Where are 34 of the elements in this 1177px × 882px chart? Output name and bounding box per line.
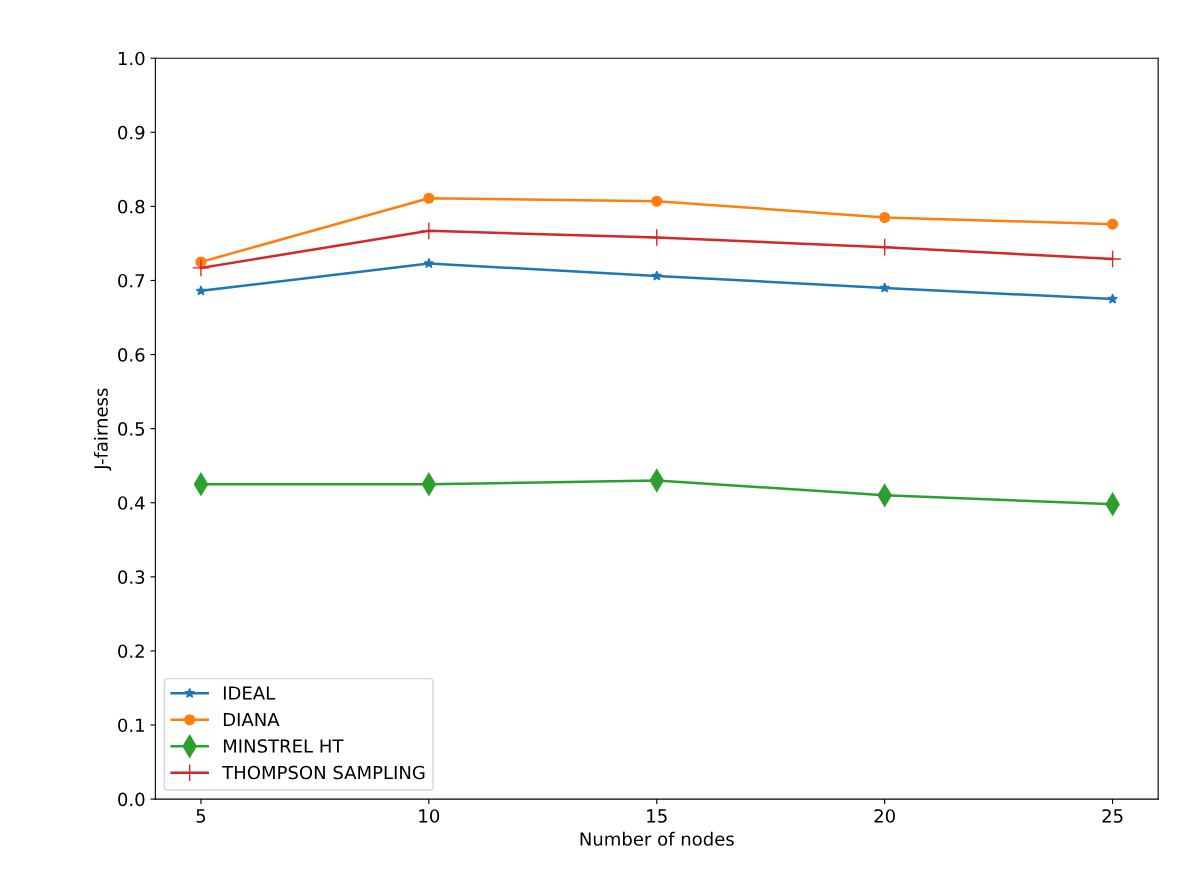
point [879,211,891,224]
y-tick-label: 0.3 [118,570,145,584]
y-tick-label: 0.4 [118,496,145,510]
point [647,228,666,247]
y-tick-label: 0.6 [118,348,145,362]
point [1107,293,1118,304]
y-tick-label: 0.1 [118,718,144,733]
point [1107,218,1119,230]
y-tick-label: 0.5 [118,422,145,436]
point [879,282,890,293]
point [423,192,435,204]
point [651,195,663,207]
legend-label: DIANA [223,712,280,727]
x-tick-label: 5 [196,809,206,823]
y-tick-label: 0.0 [118,792,145,807]
x-tick-label: 20 [874,809,895,823]
point [191,258,210,277]
y-tick-label: 1.0 [118,51,145,66]
point [651,270,663,281]
point [423,257,435,269]
legend-label: IDEAL [223,686,276,700]
y-tick-label: 0.9 [118,125,145,140]
y-tick-label: 0.7 [118,273,145,288]
y-tick-label: 0.2 [118,644,144,659]
y-axis-title: J-fairness [93,388,112,471]
x-tick-label: 15 [647,809,667,823]
point [1103,249,1122,269]
point [195,285,207,296]
x-tick-label: 10 [419,809,440,823]
legend-label: THOMPSON SAMPLING [222,765,425,780]
legend-label: MINSTREL HT [223,739,344,753]
x-tick-label: 25 [1102,809,1123,823]
y-tick-label: 0.8 [118,199,145,214]
x-axis-title: Number of nodes [580,831,734,846]
